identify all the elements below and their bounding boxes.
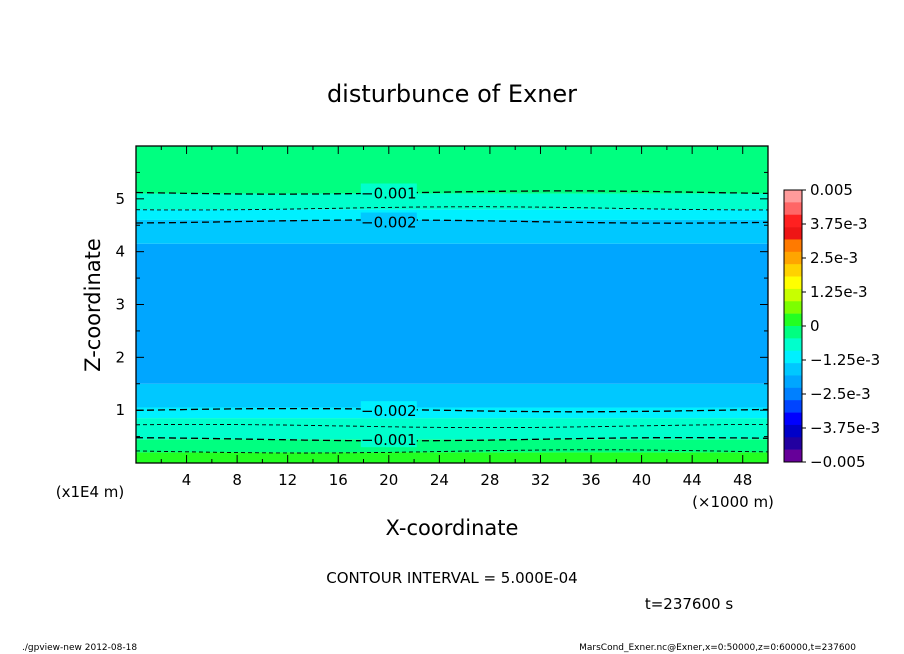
footer-right: MarsCond_Exner.nc@Exner,x=0:50000,z=0:60…	[579, 643, 856, 653]
y-tick-label-5: 5	[115, 190, 125, 208]
colorbar-label-8: −0.005	[810, 453, 866, 471]
band-4	[136, 383, 768, 408]
band-5	[136, 243, 768, 384]
colorbar-cell-20	[784, 437, 802, 450]
contour-label-bg-3	[360, 401, 417, 419]
x-tick-label-24: 24	[430, 471, 449, 489]
contour-label-bg-2	[360, 212, 417, 230]
contour-label-bg-5	[360, 430, 417, 448]
x-tick-label-32: 32	[531, 471, 550, 489]
colorbar-cell-17	[784, 400, 802, 413]
band-3	[136, 407, 768, 419]
contour-line-6	[135, 449, 769, 454]
colorbar-cell-21	[784, 449, 802, 463]
y-tick-label-4: 4	[115, 243, 125, 261]
contour-label-2: −0.002	[361, 214, 417, 232]
chart-title: disturbunce of Exner	[327, 80, 577, 108]
colorbar-cell-11	[784, 326, 802, 339]
y-tick-label-1: 1	[115, 401, 125, 419]
colorbar-label-6: −2.5e-3	[810, 385, 871, 403]
contour-line-2	[135, 219, 769, 224]
contour-line-1	[135, 206, 768, 211]
contour-line-5	[135, 436, 769, 442]
band-9	[136, 146, 768, 194]
colorbar-cell-16	[784, 387, 802, 401]
plot-area	[136, 146, 768, 463]
band-1	[136, 439, 768, 453]
y-tick-label-3: 3	[115, 296, 125, 314]
colorbar-cell-12	[784, 338, 802, 352]
colorbar-label-3: 1.25e-3	[810, 283, 868, 301]
x-tick-label-4: 4	[182, 471, 192, 489]
contour-label-bg-0	[360, 183, 417, 201]
contour-label-5: −0.001	[361, 431, 417, 449]
x-tick-label-44: 44	[683, 471, 702, 489]
contour-line-4	[135, 423, 768, 429]
colorbar-cell-9	[784, 301, 802, 314]
band-7	[136, 209, 768, 220]
contour-line-3	[135, 407, 769, 413]
contour-interval-text: CONTOUR INTERVAL = 5.000E-04	[326, 569, 577, 587]
y-axis-label: Z-coordinate	[81, 238, 105, 372]
colorbar-cell-19	[784, 424, 802, 438]
x-tick-label-12: 12	[278, 471, 297, 489]
contour-line-0	[135, 190, 769, 195]
x-tick-label-8: 8	[232, 471, 242, 489]
colorbar-cell-5	[784, 251, 802, 265]
x-tick-label-36: 36	[581, 471, 600, 489]
x-tick-label-20: 20	[379, 471, 398, 489]
footer-left: ./gpview-new 2012-08-18	[22, 643, 137, 653]
colorbar-label-4: 0	[810, 317, 820, 335]
band-8	[136, 193, 768, 210]
x-tick-label-40: 40	[632, 471, 651, 489]
colorbar-label-0: 0.005	[810, 181, 853, 199]
colorbar-cell-1	[784, 202, 802, 216]
y-unit-label: (x1E4 m)	[56, 483, 125, 501]
colorbar-cell-4	[784, 239, 802, 253]
colorbar-cell-18	[784, 412, 802, 426]
colorbar-label-1: 3.75e-3	[810, 215, 868, 233]
colorbar-label-7: −3.75e-3	[810, 419, 880, 437]
colorbar-cell-15	[784, 375, 802, 389]
colorbar-label-2: 2.5e-3	[810, 249, 858, 267]
colorbar-cell-6	[784, 264, 802, 277]
colorbar-cell-13	[784, 350, 802, 364]
colorbar-cell-10	[784, 313, 802, 327]
x-tick-label-16: 16	[329, 471, 348, 489]
x-unit-label: (×1000 m)	[692, 493, 774, 511]
band-2	[136, 418, 768, 440]
colorbar-cell-3	[784, 227, 802, 240]
x-tick-label-48: 48	[733, 471, 752, 489]
colorbar-cell-14	[784, 363, 802, 376]
x-axis-label: X-coordinate	[386, 516, 519, 540]
colorbar-cell-7	[784, 276, 802, 290]
colorbar-cell-2	[784, 214, 802, 228]
contour-label-3: −0.002	[361, 402, 417, 420]
y-tick-label-2: 2	[115, 348, 125, 366]
contour-layer: −0.001 −0.002 −0.002 −0.001	[135, 183, 769, 454]
colorbar-label-5: −1.25e-3	[810, 351, 880, 369]
band-0	[136, 452, 768, 463]
band-6	[136, 219, 768, 244]
colorbar: 0.005 3.75e-3 2.5e-3 1.25e-3 0 −1.25e-3 −2.5e-…	[783, 181, 880, 471]
colorbar-cell-8	[784, 288, 802, 302]
x-tick-label-28: 28	[480, 471, 499, 489]
time-text: t=237600 s	[645, 595, 733, 613]
colorbar-cell-0	[784, 190, 802, 203]
contour-label-0: −0.001	[361, 184, 417, 202]
